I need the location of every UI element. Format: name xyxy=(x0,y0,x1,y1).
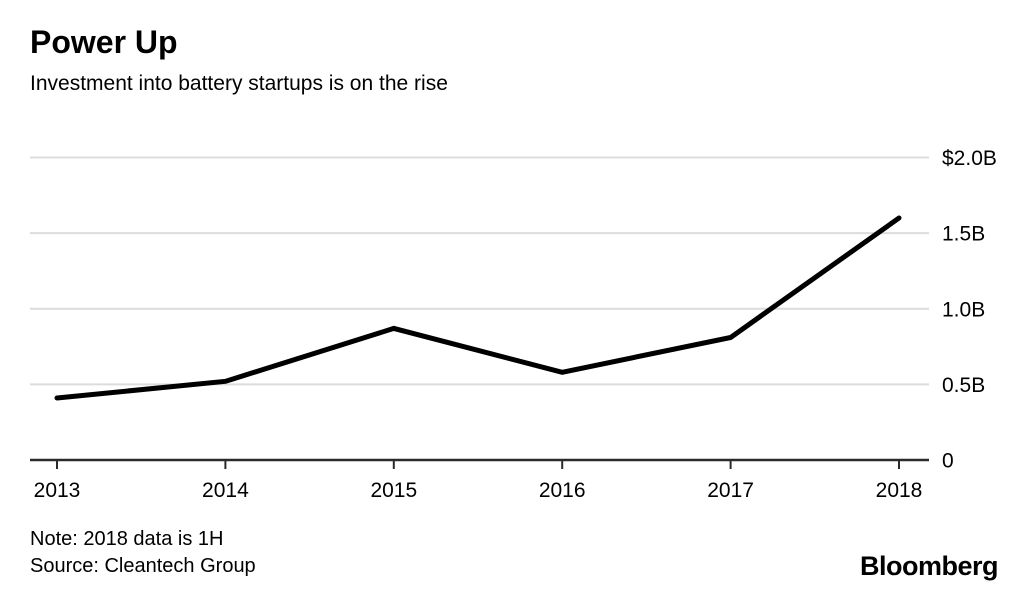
x-axis-tick-label: 2014 xyxy=(202,479,249,502)
chart-title: Power Up xyxy=(30,24,178,60)
chart-footnotes: Note: 2018 data is 1H Source: Cleantech … xyxy=(30,526,256,580)
x-axis-tick-label: 2015 xyxy=(370,479,417,502)
chart-subtitle: Investment into battery startups is on t… xyxy=(30,72,448,95)
x-axis-tick-label: 2018 xyxy=(876,479,923,502)
y-axis-tick-label: 1.0B xyxy=(942,298,985,321)
y-axis-tick-label: 0 xyxy=(942,450,954,473)
investment-line xyxy=(54,215,902,401)
x-axis-tick-label: 2017 xyxy=(707,479,754,502)
y-axis-tick-label: 1.5B xyxy=(942,223,985,246)
chart-source: Source: Cleantech Group xyxy=(30,555,256,577)
x-axis-tick-label: 2016 xyxy=(539,479,586,502)
chart-note: Note: 2018 data is 1H xyxy=(30,528,224,550)
y-axis-tick-label: 0.5B xyxy=(942,374,985,397)
x-axis-tick-label: 2013 xyxy=(34,479,81,502)
bloomberg-logo: Bloomberg xyxy=(859,551,999,581)
y-axis-tick-label: $2.0B xyxy=(942,147,997,170)
